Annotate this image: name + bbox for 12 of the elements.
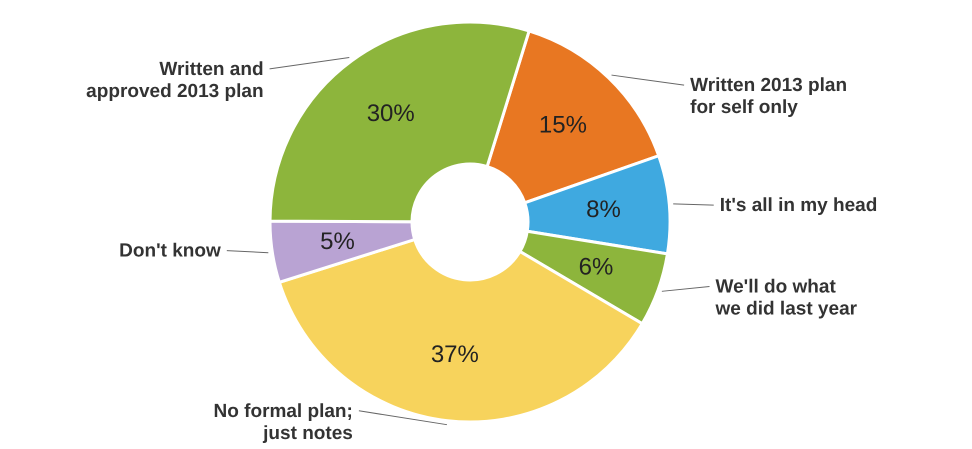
data-label: 37% bbox=[430, 341, 479, 368]
data-label: 30% bbox=[366, 100, 415, 127]
slice-label: Written 2013 plan for self only bbox=[690, 75, 848, 118]
data-label: 15% bbox=[538, 111, 587, 138]
slice-label: Don't know bbox=[119, 240, 222, 262]
slice-label: Written and approved 2013 plan bbox=[86, 58, 264, 102]
slice-label: No formal plan; just notes bbox=[214, 400, 353, 444]
slice-label: It's all in my head bbox=[720, 195, 878, 216]
data-label: 6% bbox=[578, 254, 614, 281]
data-label: 5% bbox=[320, 228, 355, 256]
data-label: 8% bbox=[586, 196, 621, 224]
slice-label: We'll do what we did last year bbox=[714, 276, 858, 320]
